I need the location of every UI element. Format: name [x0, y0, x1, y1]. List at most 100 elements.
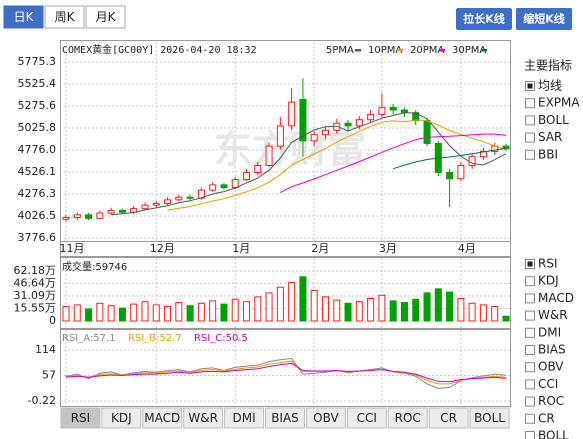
- rsi-legend: RSI_A:57.1: [62, 333, 116, 344]
- indicator-tab-label[interactable]: CR: [440, 411, 457, 425]
- candle-body: [220, 184, 228, 189]
- volume-bar: [333, 299, 341, 322]
- indicator-tab-label[interactable]: BOLL: [474, 411, 505, 425]
- checkbox[interactable]: [525, 276, 535, 287]
- zoom-button-label[interactable]: 拉长K线: [463, 12, 505, 26]
- indicator-tab[interactable]: [60, 407, 101, 429]
- checkbox[interactable]: [525, 345, 535, 355]
- checkbox[interactable]: [525, 115, 535, 126]
- checkbox-label[interactable]: SAR: [538, 130, 562, 144]
- zoom-button-label[interactable]: 缩短K线: [523, 12, 565, 26]
- y-tick-label: 31.09万: [14, 289, 57, 302]
- checkbox-label[interactable]: W&R: [538, 308, 568, 322]
- volume-bar: [288, 281, 296, 322]
- checkbox-mark[interactable]: [527, 83, 533, 89]
- checkbox-mark[interactable]: [527, 261, 533, 267]
- indicator-tab[interactable]: [387, 407, 428, 429]
- checkbox[interactable]: [525, 98, 535, 109]
- indicator-tab[interactable]: [346, 407, 387, 429]
- volume-bar: [468, 302, 476, 322]
- candle-body: [118, 209, 126, 213]
- period-tab[interactable]: [3, 5, 44, 29]
- checkbox[interactable]: [525, 132, 535, 143]
- indicator-tab-label[interactable]: KDJ: [111, 411, 132, 425]
- indicator-tab-label[interactable]: BIAS: [271, 411, 299, 425]
- indicator-tab-label[interactable]: ROC: [395, 411, 421, 425]
- checkbox-label[interactable]: OBV: [538, 360, 564, 374]
- checkbox-label[interactable]: BOLL: [538, 113, 569, 127]
- checkbox-label[interactable]: EXPMA: [538, 96, 580, 110]
- indicator-tab[interactable]: [305, 407, 346, 429]
- checkbox-label[interactable]: RSI: [538, 257, 558, 271]
- volume-bar: [502, 315, 510, 322]
- indicator-tab-label[interactable]: CCI: [357, 411, 377, 425]
- checkbox-label[interactable]: BOLL: [538, 429, 569, 439]
- checkbox[interactable]: [525, 379, 535, 390]
- checkbox[interactable]: [525, 431, 535, 439]
- watermark: 东方财富: [214, 128, 366, 172]
- candle-body: [186, 196, 194, 199]
- checkbox[interactable]: [525, 149, 535, 160]
- indicator-tab[interactable]: [224, 407, 265, 429]
- zoom-button[interactable]: [516, 8, 572, 30]
- period-tab-label[interactable]: 日K: [14, 10, 35, 24]
- candle-body: [299, 98, 307, 142]
- indicator-tab-label[interactable]: OBV: [313, 411, 339, 425]
- checkbox-label[interactable]: CCI: [538, 377, 558, 391]
- indicator-tab-label[interactable]: DMI: [233, 411, 256, 425]
- candle-body: [254, 164, 262, 174]
- checkbox[interactable]: [525, 310, 535, 321]
- zoom-button[interactable]: [456, 8, 512, 30]
- checkbox-label[interactable]: KDJ: [538, 274, 559, 288]
- checkbox-label[interactable]: DMI: [538, 325, 561, 339]
- y-tick-label: 4526.1: [18, 165, 57, 178]
- checkbox[interactable]: [525, 327, 535, 338]
- period-tab[interactable]: [44, 5, 85, 29]
- indicator-tab[interactable]: [101, 407, 142, 429]
- checkbox[interactable]: [525, 413, 535, 424]
- x-tick-label: 1月: [232, 242, 250, 255]
- indicator-tab[interactable]: [183, 407, 224, 429]
- candle-body: [367, 113, 375, 121]
- y-tick-label: 5025.8: [18, 121, 57, 134]
- y-tick-label: 3776.6: [18, 231, 57, 244]
- volume-bar: [423, 292, 431, 322]
- chart-title: COMEX黄金[GC00Y] 2026-04-20 18:32: [62, 43, 257, 56]
- period-tab-label[interactable]: 周K: [55, 10, 76, 24]
- ma-line: [393, 147, 507, 170]
- period-tab[interactable]: [85, 5, 126, 29]
- volume-bar: [220, 303, 228, 322]
- y-tick-label: 46.64万: [14, 276, 57, 289]
- checkbox[interactable]: [525, 362, 535, 373]
- indicator-tab-label[interactable]: W&R: [188, 411, 218, 425]
- checkbox-label[interactable]: ROC: [538, 394, 564, 408]
- checkbox-label[interactable]: MACD: [538, 291, 574, 305]
- legend-label: 30PMA: [452, 45, 486, 56]
- checkbox-label[interactable]: 均线: [538, 79, 562, 93]
- checkbox[interactable]: [525, 396, 535, 407]
- indicator-tab-label[interactable]: MACD: [144, 411, 180, 425]
- volume-bar: [197, 302, 205, 322]
- legend-swatch: [355, 49, 361, 52]
- legend-label: 20PMA: [410, 45, 444, 56]
- indicator-tab[interactable]: [469, 407, 510, 429]
- volume-bar: [175, 302, 183, 322]
- candle-body: [288, 101, 296, 127]
- ma-line: [111, 112, 507, 216]
- checkbox-label[interactable]: BBI: [538, 147, 558, 161]
- checkbox-label[interactable]: CR: [538, 411, 555, 425]
- indicator-tab[interactable]: [428, 407, 469, 429]
- indicator-tab-label[interactable]: RSI: [71, 411, 91, 425]
- checkbox[interactable]: [525, 293, 535, 304]
- candle-body: [164, 199, 172, 204]
- candle-body: [310, 134, 318, 142]
- checkbox-label[interactable]: BIAS: [538, 343, 566, 357]
- indicator-tab[interactable]: [142, 407, 183, 429]
- indicator-tab[interactable]: [265, 407, 305, 429]
- volume-bar: [491, 306, 499, 322]
- period-tab-label[interactable]: 月K: [96, 10, 117, 24]
- volume-bar: [209, 300, 217, 322]
- volume-bar: [265, 292, 273, 322]
